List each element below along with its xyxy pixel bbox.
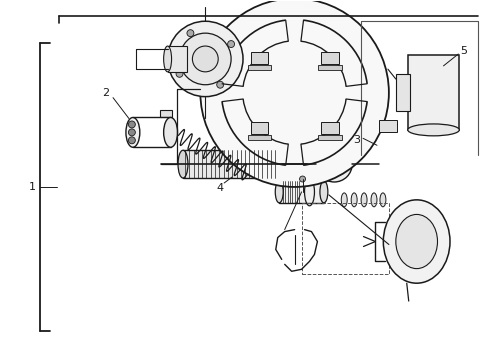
Text: 4: 4: [217, 183, 224, 193]
Ellipse shape: [178, 150, 188, 178]
Circle shape: [217, 81, 223, 88]
Ellipse shape: [320, 181, 328, 203]
Circle shape: [176, 70, 183, 77]
Ellipse shape: [126, 117, 140, 147]
Bar: [250, 51, 269, 64]
Circle shape: [200, 0, 389, 187]
Circle shape: [193, 46, 218, 72]
Circle shape: [128, 121, 135, 128]
Bar: [318, 135, 342, 140]
Circle shape: [187, 30, 194, 37]
Circle shape: [317, 146, 352, 182]
Ellipse shape: [164, 46, 171, 72]
Circle shape: [228, 41, 235, 48]
Ellipse shape: [341, 193, 347, 207]
Ellipse shape: [164, 117, 177, 147]
Bar: [408, 55, 459, 130]
Text: 3: 3: [354, 135, 361, 145]
Bar: [250, 122, 269, 134]
Ellipse shape: [371, 193, 377, 207]
Bar: [318, 64, 342, 69]
Bar: [321, 122, 339, 134]
Text: 1: 1: [28, 182, 36, 192]
Circle shape: [179, 33, 231, 85]
Ellipse shape: [380, 193, 386, 207]
Bar: [301, 203, 389, 274]
Bar: [396, 74, 410, 111]
Ellipse shape: [396, 215, 438, 269]
Bar: [379, 121, 397, 132]
Bar: [321, 51, 339, 64]
Ellipse shape: [408, 124, 459, 136]
Circle shape: [299, 176, 306, 182]
Bar: [247, 135, 271, 140]
Bar: [279, 181, 324, 203]
Ellipse shape: [275, 181, 283, 203]
Circle shape: [128, 137, 135, 144]
Ellipse shape: [383, 200, 450, 283]
FancyArrow shape: [160, 109, 172, 117]
Ellipse shape: [272, 150, 282, 178]
Text: 2: 2: [102, 88, 110, 98]
Text: 5: 5: [460, 46, 467, 56]
Circle shape: [330, 160, 338, 168]
Circle shape: [324, 154, 344, 174]
Circle shape: [128, 129, 135, 136]
Bar: [247, 64, 271, 69]
Ellipse shape: [351, 193, 357, 207]
Ellipse shape: [361, 193, 367, 207]
Bar: [183, 150, 277, 178]
Bar: [168, 46, 188, 72]
Circle shape: [168, 21, 243, 96]
